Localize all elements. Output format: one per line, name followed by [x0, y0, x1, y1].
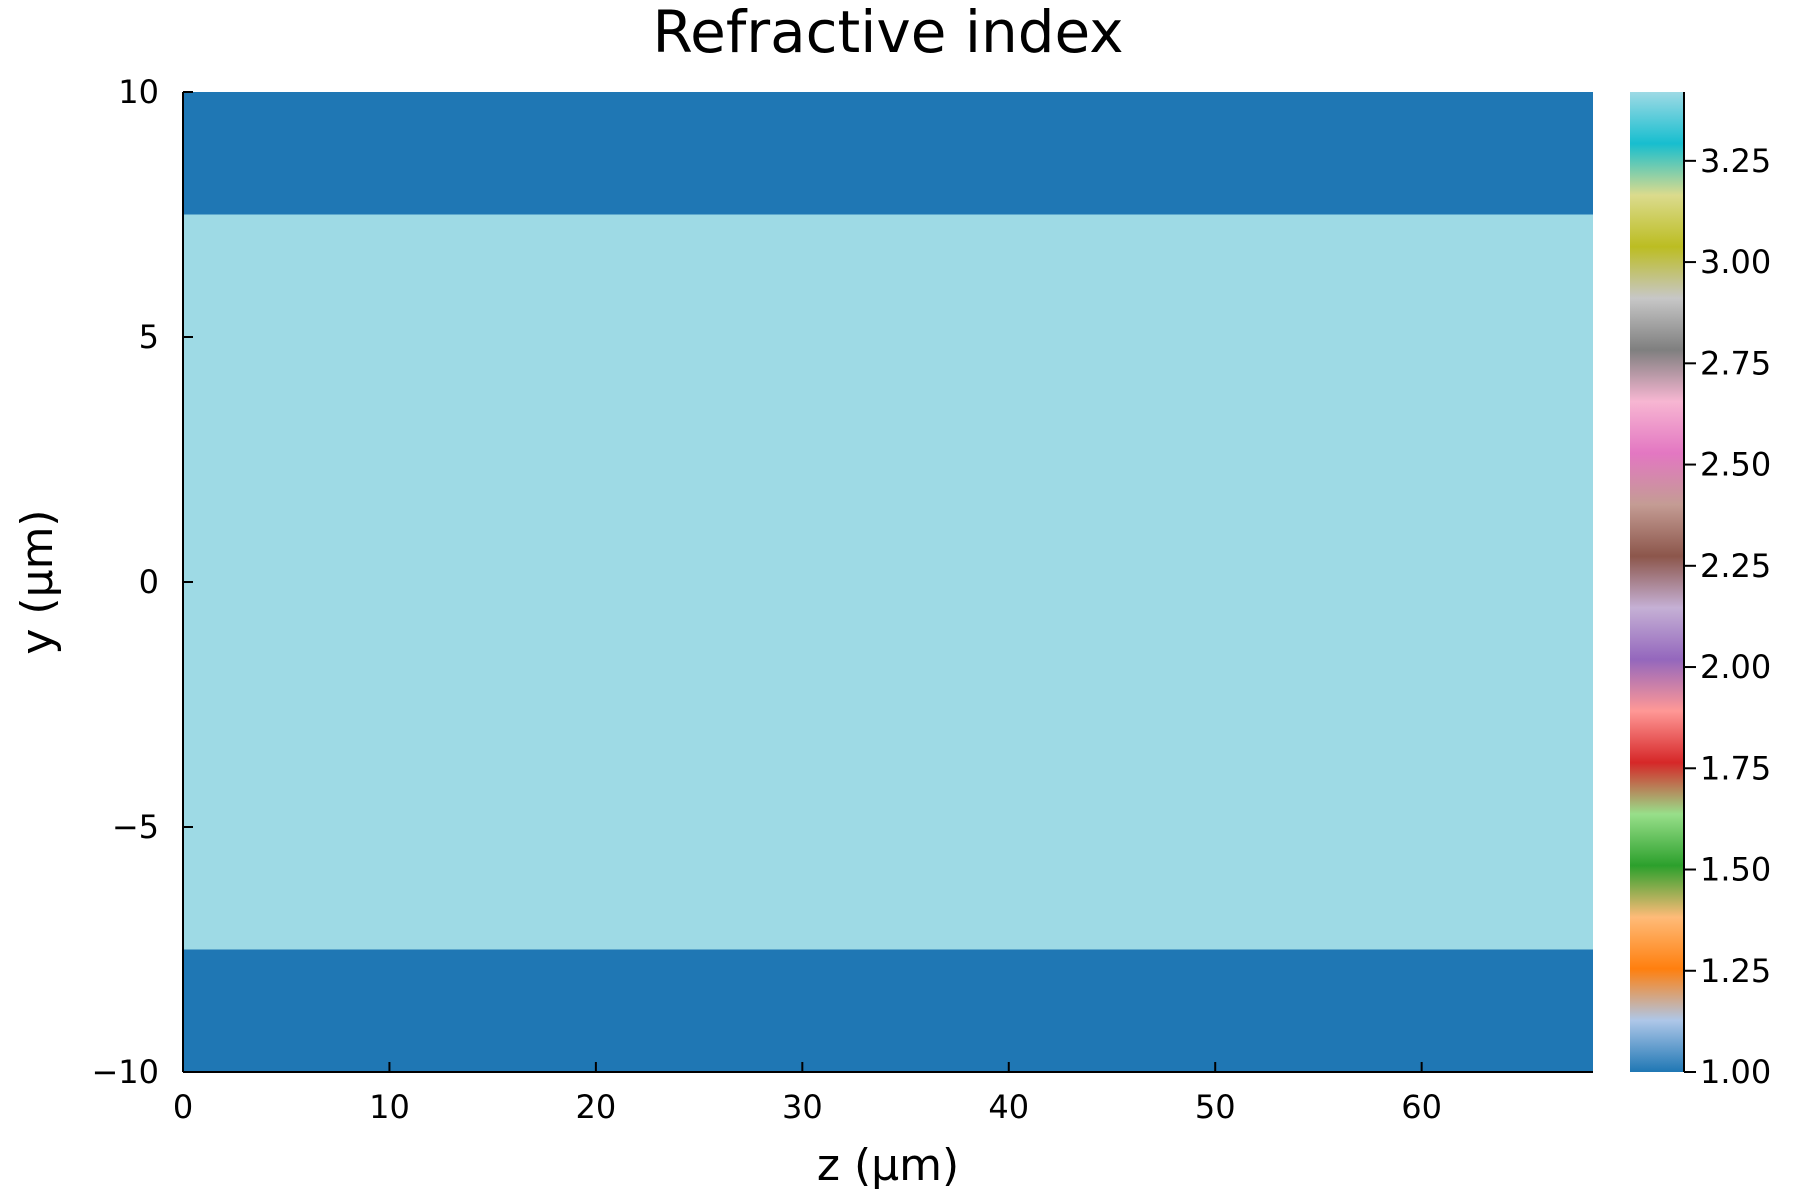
heatmap-region-1: [183, 214, 1593, 950]
colorbar-tick-label: 3.25: [1700, 142, 1771, 180]
colorbar-tick-label: 1.25: [1700, 952, 1771, 990]
y-tick-label: 0: [139, 563, 159, 601]
x-tick-label: 20: [576, 1088, 617, 1126]
x-tick-label: 60: [1401, 1088, 1442, 1126]
y-tick-label: −5: [112, 808, 159, 846]
colorbar-ticks: 1.00 1.25 1.50 1.75 2.00 2.25 2.50 2.75 3.00 3.25: [1684, 142, 1771, 1091]
x-tick-label: 10: [369, 1088, 410, 1126]
y-tick-label: 10: [118, 73, 159, 111]
heatmap-regions: [183, 92, 1593, 1072]
y-ticks: −10 −5 0 5 10: [91, 73, 193, 1091]
x-tick-label: 0: [173, 1088, 193, 1126]
heatmap-region-0: [183, 949, 1593, 1072]
colorbar-tick-label: 2.25: [1700, 547, 1771, 585]
colorbar-tick-label: 1.75: [1700, 749, 1771, 787]
colorbar-tick-label: 2.00: [1700, 648, 1771, 686]
x-ticks: 0 10 20 30 40 50 60: [173, 1062, 1442, 1126]
heatmap-region-2: [183, 92, 1593, 215]
x-tick-label: 30: [782, 1088, 823, 1126]
y-axis-label: y (μm): [12, 509, 63, 654]
y-tick-label: −10: [91, 1053, 159, 1091]
colorbar-tick-label: 3.00: [1700, 243, 1771, 281]
colorbar-tick-label: 1.00: [1700, 1053, 1771, 1091]
colorbar-tick-label: 1.50: [1700, 851, 1771, 889]
chart-title: Refractive index: [652, 0, 1123, 66]
x-tick-label: 50: [1195, 1088, 1236, 1126]
x-tick-label: 40: [988, 1088, 1029, 1126]
x-axis-label: z (μm): [817, 1140, 959, 1191]
colorbar-tick-label: 2.50: [1700, 446, 1771, 484]
colorbar-tick-label: 2.75: [1700, 344, 1771, 382]
y-tick-label: 5: [139, 318, 159, 356]
colorbar-gradient: [1630, 92, 1684, 1072]
